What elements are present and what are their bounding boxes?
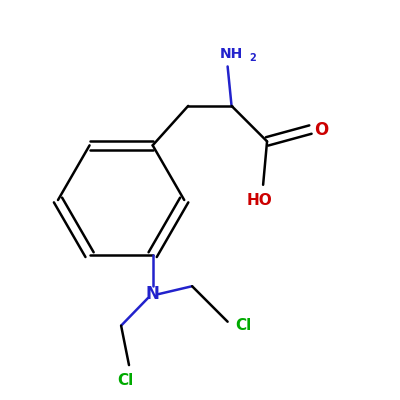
Text: 2: 2 <box>249 52 256 62</box>
Text: HO: HO <box>246 193 272 208</box>
Text: O: O <box>314 120 329 138</box>
Text: NH: NH <box>220 46 243 60</box>
Text: Cl: Cl <box>236 318 252 333</box>
Text: Cl: Cl <box>117 373 133 388</box>
Text: N: N <box>146 285 160 303</box>
